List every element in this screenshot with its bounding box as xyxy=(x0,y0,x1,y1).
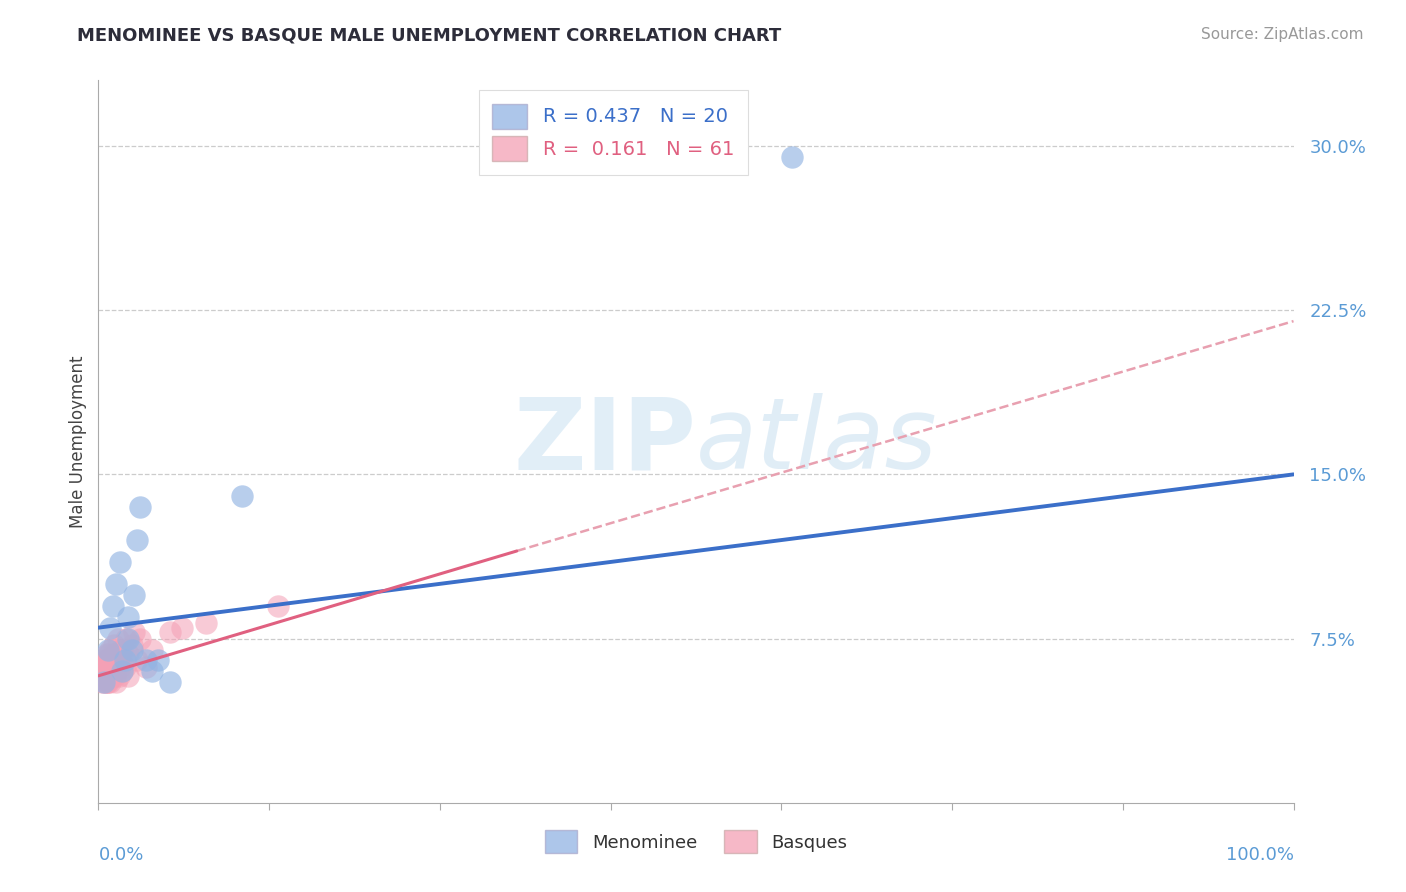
Point xyxy=(97,653,120,667)
Point xyxy=(100,653,122,667)
Point xyxy=(98,669,121,683)
Text: Source: ZipAtlas.com: Source: ZipAtlas.com xyxy=(1201,27,1364,42)
Point xyxy=(780,150,803,164)
Text: 0.0%: 0.0% xyxy=(98,847,143,864)
Point xyxy=(124,625,146,640)
Point xyxy=(108,555,131,569)
Point xyxy=(93,665,115,679)
Point xyxy=(104,669,127,683)
Point xyxy=(96,669,118,683)
Point xyxy=(105,577,128,591)
Point xyxy=(117,669,139,683)
Point xyxy=(93,660,115,674)
Point xyxy=(105,647,128,661)
Point xyxy=(110,653,132,667)
Point xyxy=(98,669,122,683)
Point xyxy=(96,647,118,661)
Point xyxy=(90,665,112,679)
Text: MENOMINEE VS BASQUE MALE UNEMPLOYMENT CORRELATION CHART: MENOMINEE VS BASQUE MALE UNEMPLOYMENT CO… xyxy=(77,27,782,45)
Point xyxy=(141,665,163,679)
Point xyxy=(117,609,139,624)
Point xyxy=(124,588,146,602)
Point xyxy=(103,660,125,674)
Point xyxy=(105,660,128,674)
Point xyxy=(97,642,120,657)
Point xyxy=(91,675,114,690)
Point xyxy=(94,653,117,667)
Point xyxy=(98,660,121,674)
Text: atlas: atlas xyxy=(696,393,938,490)
Point xyxy=(93,669,115,683)
Point xyxy=(105,675,128,690)
Point xyxy=(141,642,163,657)
Point xyxy=(111,665,134,679)
Text: 100.0%: 100.0% xyxy=(1226,847,1294,864)
Point xyxy=(93,675,115,690)
Point xyxy=(115,632,138,646)
Point xyxy=(101,665,124,679)
Point xyxy=(114,653,136,667)
Point xyxy=(94,660,117,674)
Point xyxy=(159,625,181,640)
Point xyxy=(125,653,148,667)
Point xyxy=(96,675,118,690)
Point xyxy=(107,669,129,683)
Point xyxy=(108,660,131,674)
Point xyxy=(107,632,129,646)
Point xyxy=(125,533,148,547)
Point xyxy=(159,675,181,690)
Point xyxy=(101,599,124,613)
Point xyxy=(94,675,117,690)
Point xyxy=(129,500,152,515)
Point xyxy=(117,632,139,646)
Point xyxy=(93,675,115,690)
Point xyxy=(129,632,152,646)
Legend: Menominee, Basques: Menominee, Basques xyxy=(533,818,859,866)
Point xyxy=(100,669,122,683)
Point xyxy=(121,642,143,657)
Point xyxy=(135,653,157,667)
Point xyxy=(148,653,170,667)
Point xyxy=(231,489,253,503)
Point xyxy=(135,660,157,674)
Point xyxy=(97,669,120,683)
Point xyxy=(94,669,117,683)
Point xyxy=(195,616,218,631)
Point xyxy=(98,660,122,674)
Point xyxy=(267,599,290,613)
Point xyxy=(103,638,125,652)
Point xyxy=(98,653,122,667)
Point xyxy=(98,675,122,690)
Point xyxy=(98,621,122,635)
Y-axis label: Male Unemployment: Male Unemployment xyxy=(69,355,87,528)
Point xyxy=(97,665,120,679)
Point xyxy=(172,621,194,635)
Point xyxy=(93,653,115,667)
Point xyxy=(97,675,120,690)
Point xyxy=(96,660,118,674)
Point xyxy=(91,669,114,683)
Point xyxy=(117,647,139,661)
Point xyxy=(111,642,134,657)
Point xyxy=(98,642,122,657)
Point xyxy=(121,638,143,652)
Point xyxy=(107,653,129,667)
Point xyxy=(101,647,124,661)
Point xyxy=(114,660,136,674)
Point xyxy=(98,647,121,661)
Point xyxy=(108,642,131,657)
Text: ZIP: ZIP xyxy=(513,393,696,490)
Point xyxy=(91,660,114,674)
Point xyxy=(111,665,134,679)
